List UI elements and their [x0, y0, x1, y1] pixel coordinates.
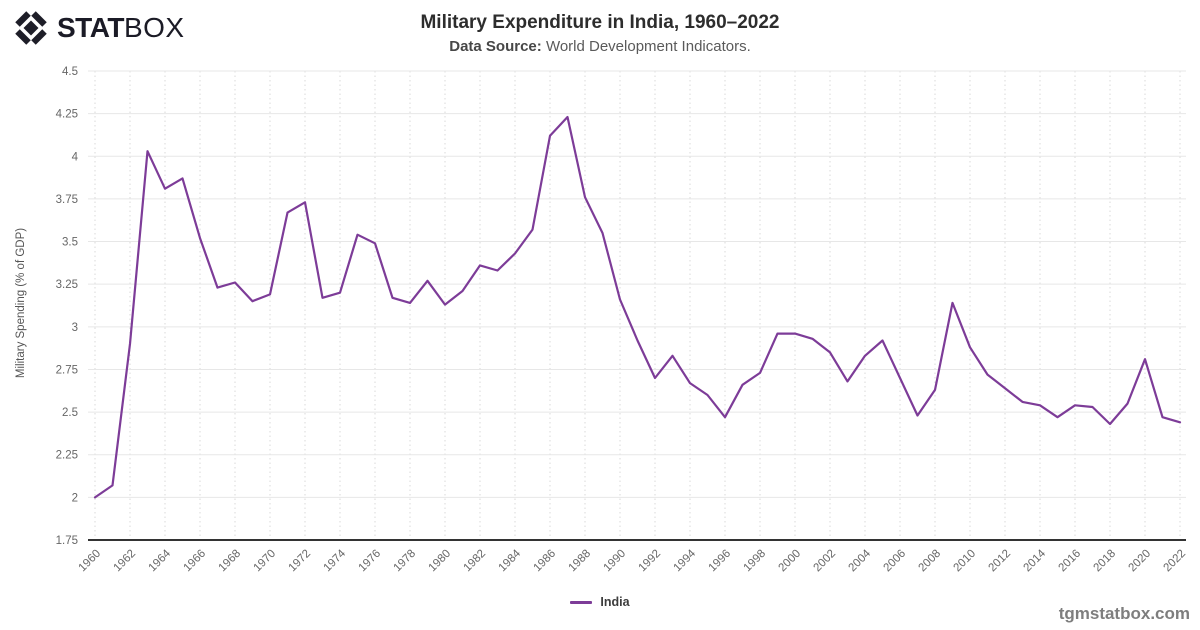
y-tick-label: 4 [72, 151, 79, 163]
x-tick-label: 1990 [602, 548, 629, 575]
x-tick-label: 1964 [147, 547, 174, 574]
x-tick-label: 2012 [987, 548, 1014, 575]
x-tick-label: 1984 [497, 547, 524, 574]
x-tick-label: 2006 [882, 548, 909, 575]
y-tick-label: 3.25 [56, 279, 78, 291]
legend-series-label: India [600, 595, 630, 609]
x-tick-label: 2002 [812, 548, 839, 575]
x-tick-label: 1972 [287, 548, 314, 575]
x-tick-label: 1986 [532, 548, 559, 575]
chart-header: Military Expenditure in India, 1960–2022… [0, 12, 1200, 56]
y-tick-label: 1.75 [56, 535, 78, 547]
y-tick-label: 2.25 [56, 450, 78, 462]
data-source-label: Data Source: [449, 38, 542, 55]
x-tick-label: 2016 [1057, 548, 1084, 575]
x-tick-label: 1982 [462, 548, 489, 575]
x-tick-label: 1992 [637, 548, 664, 575]
y-tick-label: 2.75 [56, 364, 78, 376]
x-tick-label: 2008 [917, 548, 944, 575]
logo-stat: STAT [57, 12, 124, 43]
x-tick-label: 2010 [952, 548, 979, 575]
x-tick-label: 2022 [1162, 548, 1189, 575]
x-tick-label: 1974 [322, 547, 349, 574]
x-tick-label: 1968 [217, 548, 244, 575]
legend: India [0, 595, 1200, 609]
y-tick-label: 3.5 [62, 237, 78, 249]
x-tick-label: 1962 [112, 548, 139, 575]
y-tick-label: 4.25 [56, 109, 78, 121]
statbox-logo-text: STATBOX [57, 9, 185, 47]
logo-box: BOX [123, 12, 185, 43]
statbox-logo-icon [15, 11, 47, 45]
x-tick-label: 2018 [1092, 548, 1119, 575]
x-tick-label: 1988 [567, 548, 594, 575]
y-tick-label: 2.5 [62, 407, 78, 419]
legend-line-swatch [570, 600, 593, 604]
x-tick-label: 2020 [1127, 548, 1154, 575]
page-title: Military Expenditure in India, 1960–2022 [420, 12, 780, 33]
x-tick-label: 2014 [1022, 547, 1049, 574]
x-tick-label: 1960 [77, 548, 104, 575]
y-tick-label: 3 [72, 322, 78, 334]
series-line-india [93, 115, 1182, 499]
watermark: tgmstatbox.com [1058, 604, 1190, 623]
x-tick-label: 1970 [252, 548, 279, 575]
statbox-logo: STATBOX [12, 9, 185, 47]
x-tick-label: 1998 [742, 548, 769, 575]
x-tick-label: 1980 [427, 548, 454, 575]
x-tick-label: 1994 [672, 547, 699, 574]
x-tick-label: 2004 [847, 547, 874, 574]
x-tick-label: 1978 [392, 548, 419, 575]
x-tick-label: 2000 [777, 548, 804, 575]
x-tick-label: 1966 [182, 548, 209, 575]
chart-subtitle: Data Source: World Development Indicator… [0, 38, 1200, 56]
x-tick-label: 1996 [707, 548, 734, 575]
x-tick-label: 1976 [357, 548, 384, 575]
y-tick-label: 2 [72, 492, 78, 504]
y-tick-label: 4.5 [62, 66, 78, 78]
data-source-value: World Development Indicators. [545, 38, 751, 55]
y-tick-label: 3.75 [56, 194, 78, 206]
